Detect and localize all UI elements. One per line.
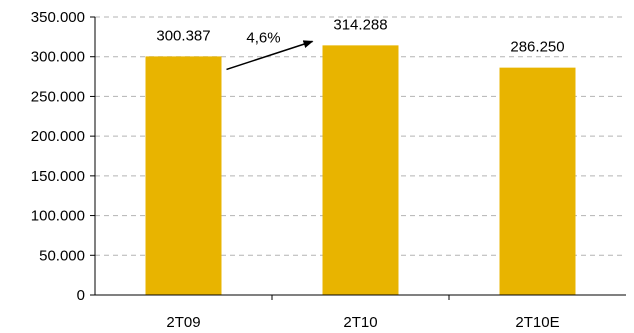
bars <box>145 45 576 296</box>
y-tick-label: 200.000 <box>31 128 85 145</box>
y-tick-label: 100.000 <box>31 208 85 225</box>
y-tick-label: 0 <box>77 287 85 304</box>
x-tick-label: 2T09 <box>166 314 200 331</box>
y-tick-label: 50.000 <box>39 247 85 264</box>
growth-label: 4,6% <box>246 29 280 46</box>
y-tick-label: 150.000 <box>31 168 85 185</box>
growth-arrow <box>226 40 314 71</box>
bar <box>322 45 399 295</box>
y-tick-label: 350.000 <box>31 9 85 26</box>
x-tick-label: 2T10 <box>343 314 377 331</box>
labels: 300.387 314.288 286.250 <box>156 16 564 55</box>
data-label: 314.288 <box>333 16 387 33</box>
x-tick-label: 2T10E <box>515 314 559 331</box>
data-label: 286.250 <box>510 39 564 56</box>
growth-annotation: 4,6% <box>226 29 314 71</box>
bar <box>145 56 222 296</box>
y-tick-label: 300.000 <box>31 49 85 66</box>
y-tick-label: 250.000 <box>31 88 85 105</box>
bar <box>499 67 576 295</box>
data-label: 300.387 <box>156 27 210 44</box>
axes: 0 50.000 100.000 150.000 200.000 250.000 300.0… <box>31 9 626 331</box>
